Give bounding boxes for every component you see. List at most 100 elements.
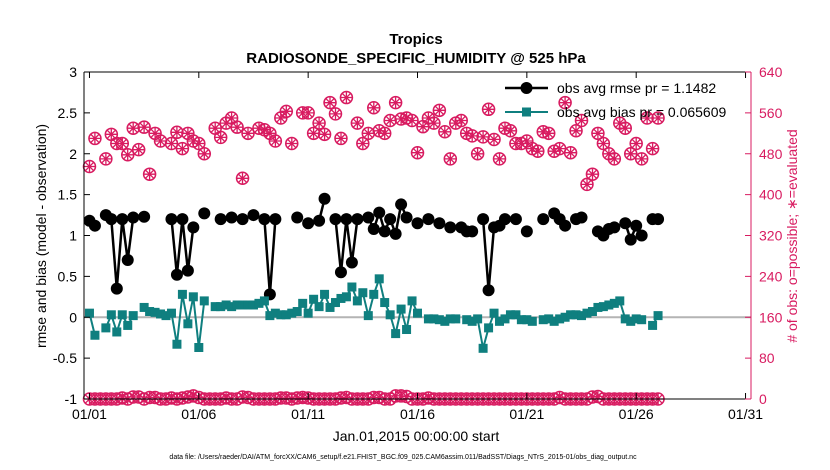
x-tick-label: 01/21 — [509, 406, 544, 422]
data-point — [368, 102, 380, 114]
data-point — [411, 217, 424, 230]
data-point — [351, 213, 364, 226]
data-point — [467, 316, 477, 326]
x-tick-label: 01/31 — [728, 406, 763, 422]
data-point — [127, 122, 139, 134]
data-point — [166, 138, 177, 149]
data-point — [520, 225, 533, 238]
data-point — [120, 148, 135, 162]
data-point — [314, 302, 324, 312]
y-tick-label: 1.5 — [58, 187, 78, 203]
data-point — [171, 126, 183, 138]
data-point — [214, 213, 227, 226]
data-point — [511, 310, 521, 320]
data-point — [156, 309, 166, 319]
data-point — [593, 302, 603, 312]
data-point — [451, 314, 461, 324]
data-point — [312, 116, 326, 130]
data-point — [619, 217, 632, 230]
data-point — [105, 213, 118, 226]
data-point — [335, 132, 347, 144]
x-tick-label: 01/16 — [400, 406, 435, 422]
data-file-footnote: data file: /Users/raeder/DAI/ATM_forcXX/… — [169, 454, 637, 461]
x-tick-label: 01/11 — [291, 406, 325, 422]
x-tick-label: 01/01 — [72, 406, 107, 422]
data-point — [116, 213, 129, 226]
data-point — [225, 211, 238, 224]
data-point — [334, 131, 348, 146]
data-point — [241, 126, 255, 141]
data-point — [197, 147, 212, 161]
data-point — [473, 314, 483, 324]
data-point — [412, 147, 423, 159]
data-point — [350, 116, 365, 130]
data-point — [577, 311, 587, 321]
data-point — [170, 125, 184, 140]
data-point — [90, 330, 100, 340]
data-point — [232, 300, 242, 310]
data-point — [101, 323, 111, 333]
data-point — [489, 308, 499, 318]
data-point — [182, 391, 194, 403]
data-point — [88, 219, 101, 232]
data-point — [406, 115, 418, 126]
data-point — [341, 292, 351, 302]
data-point — [438, 125, 452, 139]
data-point — [313, 214, 326, 227]
data-point — [492, 152, 507, 166]
data-point — [603, 148, 615, 160]
data-point — [450, 117, 462, 129]
data-point — [280, 392, 292, 404]
legend: obs avg rmse pr = 1.1482 obs avg bias pr … — [505, 80, 727, 120]
y-axis-label: rmse and bias (model - observation) — [33, 124, 49, 348]
data-point — [581, 178, 593, 190]
series-layer — [82, 90, 665, 406]
y-tick-label-right: 80 — [759, 350, 775, 366]
data-point — [242, 127, 254, 139]
data-point — [626, 316, 636, 326]
data-point — [269, 135, 281, 147]
data-point — [625, 148, 637, 160]
data-point — [389, 227, 402, 240]
data-point — [432, 103, 447, 118]
data-point — [209, 122, 221, 134]
data-point — [247, 209, 260, 222]
data-point — [558, 95, 572, 110]
y-tick-label: 2.5 — [58, 105, 78, 121]
data-point — [555, 314, 565, 324]
data-point — [648, 320, 658, 330]
data-point — [482, 284, 495, 297]
data-point — [236, 213, 249, 226]
data-point — [317, 127, 332, 142]
chart-subtitle: RADIOSONDE_SPECIFIC_HUMIDITY @ 525 hPa — [246, 50, 586, 67]
data-point — [302, 217, 315, 230]
data-point — [538, 315, 548, 325]
data-point — [443, 152, 458, 166]
data-point — [362, 211, 375, 224]
data-point — [215, 131, 227, 143]
data-point — [440, 316, 450, 326]
data-point — [155, 135, 166, 147]
data-point — [237, 172, 248, 184]
data-point — [144, 168, 156, 180]
data-point — [281, 310, 291, 320]
data-point — [422, 112, 434, 124]
legend-marker-bias — [522, 107, 531, 117]
y-tick-label: -0.5 — [53, 350, 77, 366]
data-point — [396, 304, 406, 314]
data-point — [150, 307, 160, 317]
data-point — [478, 343, 488, 353]
series-1 — [84, 274, 663, 353]
data-point — [537, 213, 550, 226]
data-point — [543, 127, 555, 139]
data-point — [472, 148, 484, 160]
data-point — [647, 143, 659, 155]
data-point — [172, 339, 182, 349]
data-point — [385, 310, 395, 320]
data-point — [230, 120, 244, 134]
data-point — [356, 136, 370, 151]
data-point — [401, 112, 413, 124]
data-point — [313, 117, 325, 129]
data-point — [604, 300, 614, 310]
data-point — [210, 302, 220, 312]
